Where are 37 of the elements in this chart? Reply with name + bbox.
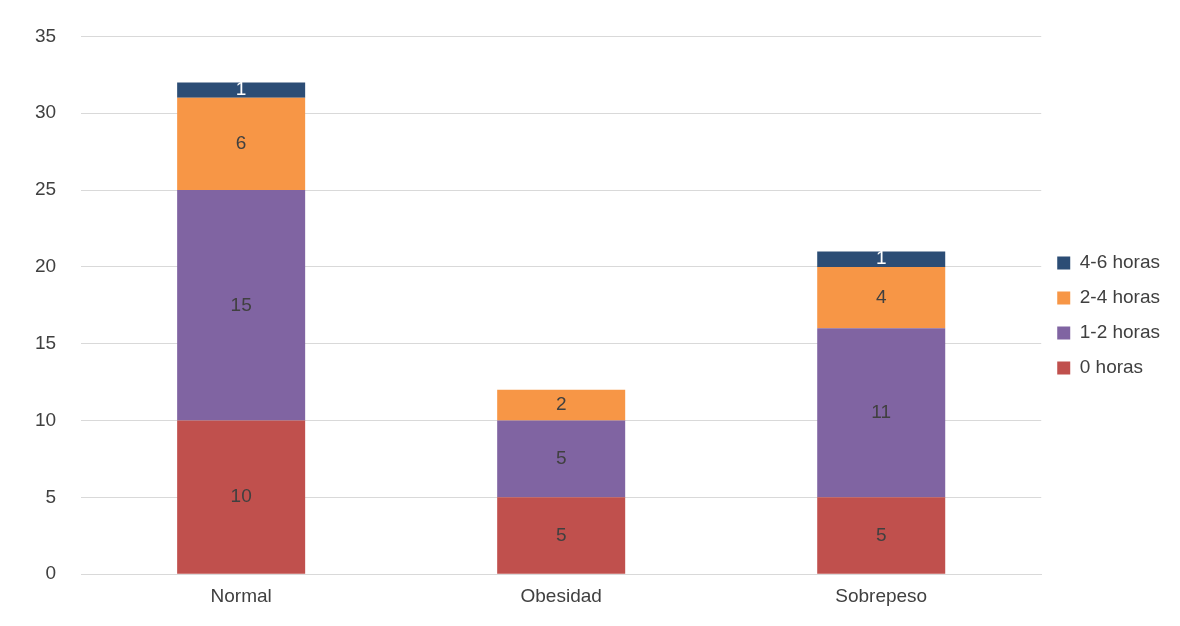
bar [177, 82, 306, 98]
data-label: 15 [230, 293, 252, 315]
y-tick-label: 30 [34, 101, 57, 123]
data-label: 1 [875, 247, 887, 269]
y-tick-label: 10 [34, 408, 57, 430]
bar [177, 420, 306, 574]
legend-label: 1-2 horas [1079, 321, 1161, 343]
legend-label: 4-6 horas [1079, 251, 1161, 273]
data-label: 2 [555, 393, 567, 415]
y-tick-label: 25 [34, 178, 57, 200]
data-label: 5 [555, 523, 567, 545]
data-label: 5 [875, 523, 887, 545]
data-label: 1 [235, 78, 247, 100]
data-label: 5 [555, 447, 567, 469]
y-tick-label: 20 [34, 255, 57, 277]
bar [817, 266, 946, 329]
bar [177, 97, 306, 191]
bar [497, 389, 626, 421]
y-tick-label: 5 [45, 485, 57, 507]
y-tick-label: 0 [45, 562, 57, 584]
y-tick-label: 35 [34, 24, 57, 46]
x-tick-label: Obesidad [520, 584, 602, 606]
data-label: 10 [230, 485, 252, 507]
data-label: 6 [235, 132, 247, 154]
x-tick-label: Normal [210, 584, 272, 606]
bar [817, 328, 946, 498]
data-label: 11 [871, 401, 892, 423]
bar [497, 497, 626, 574]
legend-label: 0 horas [1079, 356, 1144, 378]
data-label: 4 [875, 285, 887, 307]
bar [177, 190, 306, 421]
legend-label: 2-4 horas [1079, 286, 1161, 308]
y-tick-label: 15 [34, 331, 57, 353]
bar [817, 251, 946, 267]
x-tick-label: Sobrepeso [835, 584, 928, 606]
bar [817, 497, 946, 574]
bar [497, 420, 626, 498]
